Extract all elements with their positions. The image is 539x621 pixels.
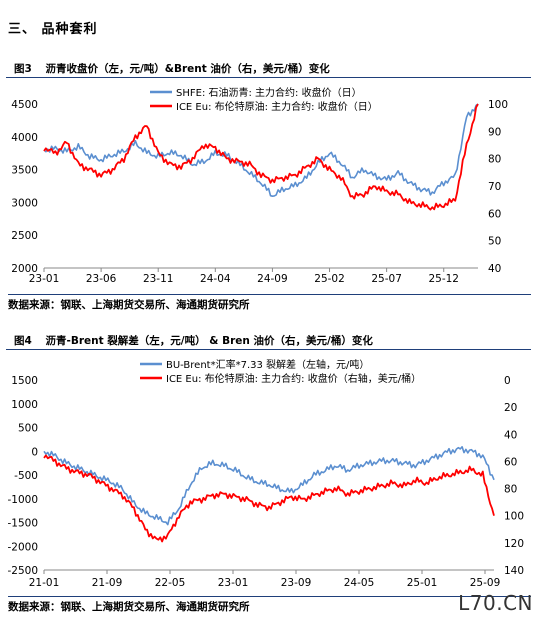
legend-label-1: BU-Brent*汇率*7.33 裂解差（左轴，元/吨） [166, 358, 369, 371]
x-tick-label: 25-09 [470, 577, 501, 589]
figure-4-number: 图4 [14, 335, 32, 347]
y-left-tick-label: -2000 [7, 541, 38, 553]
y-left-tick-label: 1500 [11, 375, 38, 387]
y-right-tick-label: 50 [488, 236, 501, 248]
y-left-tick-label: -1000 [7, 494, 38, 506]
x-tick-label: 22-05 [155, 577, 186, 589]
y-left-tick-label: 3500 [11, 165, 38, 177]
y-left-tick-label: 500 [18, 423, 38, 435]
x-tick-label: 23-01 [29, 273, 60, 285]
y-left-tick-label: 3000 [11, 197, 38, 209]
y-left-tick-label: -2500 [7, 565, 38, 577]
y-left-tick-label: 1000 [11, 399, 38, 411]
x-tick-label: 25-07 [371, 273, 402, 285]
x-tick-label: 21-01 [29, 577, 60, 589]
figure-4-title-text: 沥青-Brent 裂解差（左，元/吨） & Bren 油价（右，美元/桶）变化 [45, 335, 373, 347]
y-right-tick-label: 120 [504, 538, 524, 550]
x-tick-label: 25-12 [428, 273, 459, 285]
legend-label-2: ICE Eu: 布伦特原油: 主力合约: 收盘价（日） [176, 100, 378, 113]
y-left-tick-label: 2500 [11, 230, 38, 242]
x-tick-label: 23-09 [281, 577, 312, 589]
y-right-tick-label: 20 [504, 402, 517, 414]
y-left-tick-label: 2000 [11, 263, 38, 275]
y-right-tick-label: 60 [488, 208, 501, 220]
y-right-tick-label: 100 [488, 99, 508, 111]
x-tick-label: 25-01 [407, 577, 438, 589]
y-right-tick-label: 0 [504, 375, 511, 387]
series-line-1 [43, 103, 479, 197]
series-line-2 [43, 454, 495, 543]
y-right-tick-label: 60 [504, 456, 517, 468]
y-right-tick-label: 140 [504, 565, 524, 577]
section-heading: 三、 品种套利 [8, 22, 98, 37]
figure-4-title: 图4 沥青-Brent 裂解差（左，元/吨） & Bren 油价（右，美元/桶）… [6, 332, 531, 350]
site-watermark: L70.CN [458, 591, 533, 615]
y-left-tick-label: 0 [31, 446, 38, 458]
y-right-tick-label: 80 [504, 484, 517, 496]
x-tick-label: 23-06 [86, 273, 117, 285]
x-tick-label: 23-11 [143, 273, 174, 285]
legend-label-1: SHFE: 石油沥青: 主力合约: 收盘价（日） [176, 86, 362, 99]
y-right-tick-label: 80 [488, 154, 501, 166]
y-left-tick-label: 4000 [11, 132, 38, 144]
series-line-2 [43, 103, 479, 211]
x-tick-label: 24-09 [257, 273, 288, 285]
y-right-tick-label: 40 [504, 429, 517, 441]
x-tick-label: 24-04 [200, 273, 231, 285]
figure-3-title-text: 沥青收盘价（左，元/吨）&Brent 油价（右，美元/桶）变化 [45, 63, 330, 75]
y-right-tick-label: 40 [488, 263, 501, 275]
figure-3-source: 数据来源：钢联、上海期货交易所、海通期货研究所 [8, 294, 531, 312]
x-tick-label: 24-05 [344, 577, 375, 589]
chart-crack-spread-brent: -2500 -2000 -1500 -1000 -500 0 500 1000 1500 0 20 4… [7, 358, 524, 589]
x-tick-label: 23-01 [218, 577, 249, 589]
y-right-tick-label: 90 [488, 126, 501, 138]
chart-asphalt-brent-price: 2000 2500 3000 3500 4000 4500 40 50 60 70 80 90 100 2… [11, 86, 508, 285]
series-line-1 [43, 446, 495, 526]
legend-label-2: ICE Eu: 布伦特原油: 主力合约: 收盘价（右轴，美元/桶） [166, 372, 421, 385]
y-right-tick-label: 100 [504, 511, 524, 523]
y-left-tick-label: -1500 [7, 518, 38, 530]
y-right-tick-label: 70 [488, 181, 501, 193]
y-left-tick-label: -500 [14, 470, 38, 482]
figure-3-title: 图3 沥青收盘价（左，元/吨）&Brent 油价（右，美元/桶）变化 [6, 60, 531, 78]
x-tick-label: 21-09 [92, 577, 123, 589]
figure-3-number: 图3 [14, 63, 32, 75]
y-left-tick-label: 4500 [11, 99, 38, 111]
x-tick-label: 25-02 [314, 273, 345, 285]
figure-4-source: 数据来源：钢联、上海期货交易所、海通期货研究所 [8, 596, 531, 614]
